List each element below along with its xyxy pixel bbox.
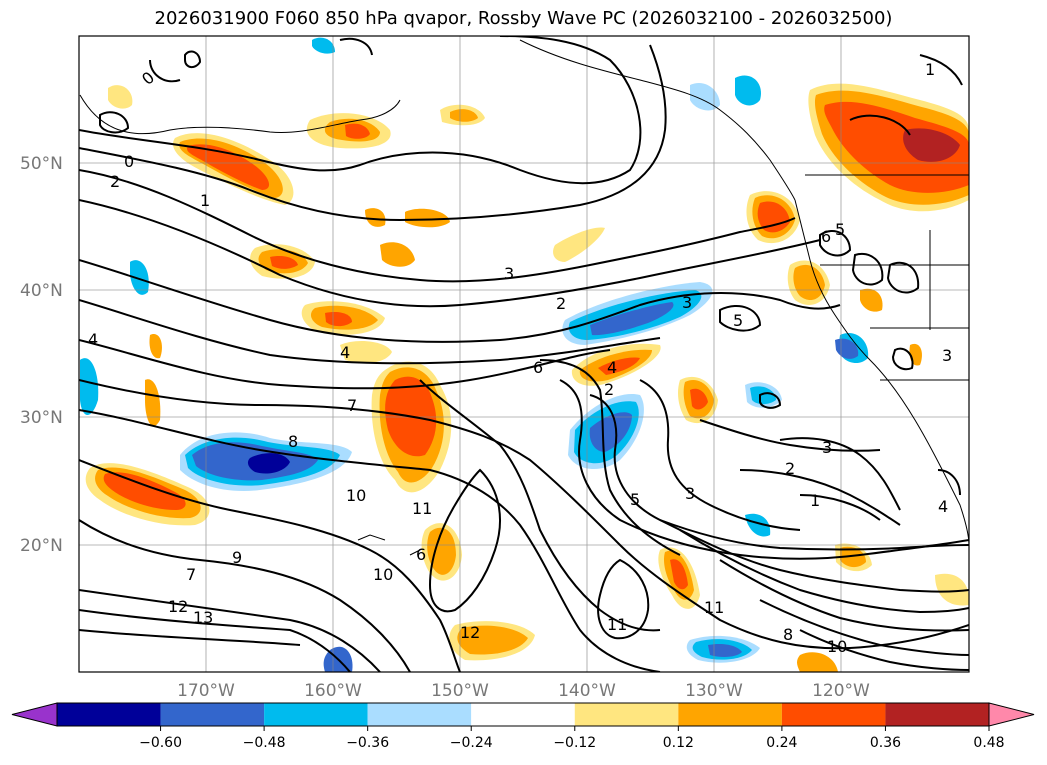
- lon-label-130w: 130°W: [685, 681, 743, 701]
- colorbar-tick-label: 0.24: [766, 735, 797, 751]
- contour-labels: 0 0 2 1 3 2 3 5 4 6 4 7 8 6 5 2 3 2 1 3 …: [88, 60, 952, 656]
- contour-label: 4: [607, 358, 617, 377]
- contour-label: 3: [942, 346, 952, 365]
- grid-lines: [79, 36, 969, 672]
- contour-label: 11: [607, 615, 627, 634]
- contour-label: 5: [835, 220, 845, 239]
- contour-label: 9: [232, 548, 242, 567]
- contour-label: 1: [810, 491, 820, 510]
- colorbar-segment: [160, 703, 265, 726]
- contour-label: 11: [412, 499, 432, 518]
- contour-label: 12: [168, 597, 188, 616]
- contour-label: 2: [110, 172, 120, 191]
- colorbar-tick-label: 0.12: [663, 735, 694, 751]
- colorbar-segment: [367, 703, 472, 726]
- lat-label-20n: 20°N: [20, 536, 63, 556]
- colorbar-tick-label: −0.60: [139, 735, 182, 751]
- lat-label-30n: 30°N: [20, 408, 63, 428]
- colorbar-tick-label: −0.12: [553, 735, 596, 751]
- contour-label: 5: [630, 490, 640, 509]
- contour-label: 7: [186, 565, 196, 584]
- contour-label: 3: [685, 484, 695, 503]
- contour-label: 12: [460, 623, 480, 642]
- contour-label: 6: [416, 545, 426, 564]
- contour-label: 7: [347, 396, 357, 415]
- contour-label: 10: [346, 486, 366, 505]
- map-frame: [78, 35, 970, 673]
- contour-label: 13: [193, 608, 213, 627]
- contour-label: 10: [373, 565, 393, 584]
- colorbar-tick-label: −0.24: [450, 735, 493, 751]
- map-content: 0 0 2 1 3 2 3 5 4 6 4 7 8 6 5 2 3 2 1 3 …: [79, 36, 969, 672]
- lon-label-160w: 160°W: [304, 681, 362, 701]
- contour-label: 5: [733, 311, 743, 330]
- lon-label-140w: 140°W: [558, 681, 616, 701]
- contour-label: 2: [604, 380, 614, 399]
- colorbar-segment: [781, 703, 886, 726]
- colorbar-segment: [471, 703, 575, 726]
- coastlines: [79, 39, 969, 556]
- contour-label: 2: [785, 459, 795, 478]
- contour-label: 4: [88, 330, 98, 349]
- colorbar-min-arrow: [11, 702, 58, 727]
- contour-label: 3: [822, 438, 832, 457]
- colorbar-tick-label: −0.48: [243, 735, 286, 751]
- colorbar-segment: [885, 703, 989, 726]
- contour-label: 1: [925, 60, 935, 79]
- longitude-labels: 170°W 160°W 150°W 140°W 130°W 120°W: [177, 681, 870, 701]
- lat-label-40n: 40°N: [20, 281, 63, 301]
- colorbar-tick-label: 0.48: [973, 735, 1004, 751]
- colorbar-segment: [678, 703, 782, 726]
- lon-label-170w: 170°W: [177, 681, 235, 701]
- lon-label-120w: 120°W: [812, 681, 870, 701]
- colorbar-segment: [264, 703, 368, 726]
- lat-label-50n: 50°N: [20, 154, 63, 174]
- contour-label: 3: [504, 264, 514, 283]
- colorbar-max-arrow: [988, 702, 1035, 727]
- contour-label: 3: [682, 293, 692, 312]
- contour-label: 2: [556, 294, 566, 313]
- colorbar-segment: [57, 703, 161, 726]
- colorbar-border: [56, 702, 990, 727]
- contour-label: 0: [124, 152, 134, 171]
- contour-label: 10: [827, 637, 847, 656]
- contour-label: 1: [200, 191, 210, 210]
- map-title: 2026031900 F060 850 hPa qvapor, Rossby W…: [154, 8, 893, 29]
- contour-label: 6: [533, 358, 543, 377]
- anomaly-shading: [80, 37, 969, 672]
- colorbar: −0.60 −0.48 −0.36 −0.24 −0.12 0.12 0.24 0.36 0.4…: [11, 702, 1035, 751]
- contour-label: 4: [340, 343, 350, 362]
- contour-lines: [79, 36, 969, 672]
- colorbar-tick-label: 0.36: [870, 735, 901, 751]
- colorbar-tick-label: −0.36: [346, 735, 389, 751]
- contour-label: 4: [938, 497, 948, 516]
- contour-label: 6: [821, 227, 831, 246]
- lon-label-150w: 150°W: [431, 681, 489, 701]
- latitude-labels: 50°N 40°N 30°N 20°N: [20, 154, 63, 556]
- colorbar-segment: [574, 703, 679, 726]
- contour-label: 8: [288, 432, 298, 451]
- contour-label: 11: [704, 598, 724, 617]
- contour-label: 8: [783, 625, 793, 644]
